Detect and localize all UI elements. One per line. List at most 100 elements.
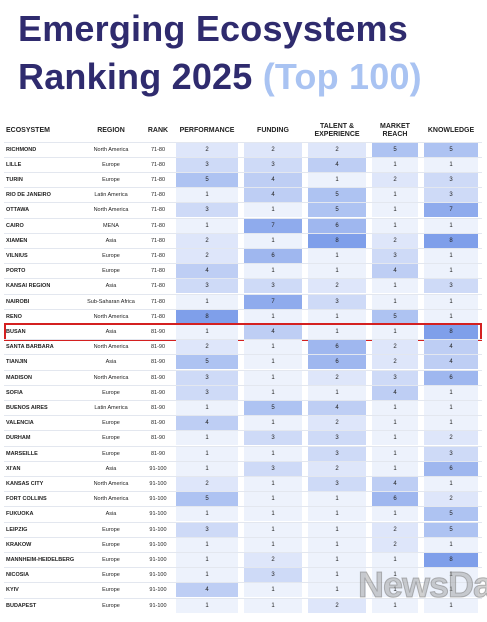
score-cell: 7 xyxy=(424,203,478,218)
rank-band: 81-90 xyxy=(150,389,166,396)
ecosystem-name: XIAMEN xyxy=(6,237,28,244)
score-cell: 5 xyxy=(424,507,478,522)
region: Europe xyxy=(102,557,120,563)
region: North America xyxy=(93,313,129,320)
score-cell: 1 xyxy=(424,598,478,613)
score-cell: 1 xyxy=(308,507,366,522)
row-separator xyxy=(4,293,482,295)
row-separator xyxy=(4,187,482,189)
region: North America xyxy=(93,496,129,503)
score-cell: 5 xyxy=(372,142,418,157)
score-cell: 2 xyxy=(372,522,418,537)
score-cell: 1 xyxy=(244,309,302,324)
score-cell: 4 xyxy=(176,264,238,279)
score-cell: 1 xyxy=(372,598,418,613)
score-cell: 4 xyxy=(176,583,238,598)
score-cell: 1 xyxy=(244,477,302,491)
score-cell: 1 xyxy=(176,598,238,613)
row-separator xyxy=(4,339,482,341)
region: Europe xyxy=(102,389,120,396)
ecosystem-name: FORT COLLINS xyxy=(6,496,47,503)
region: Europe xyxy=(102,587,120,594)
score-cell: 3 xyxy=(244,431,302,446)
score-cell: 1 xyxy=(424,249,478,263)
region: North America xyxy=(93,207,129,214)
score-cell: 4 xyxy=(308,157,366,172)
score-cell: 3 xyxy=(308,294,366,309)
ecosystem-name: VILNIUS xyxy=(6,253,28,259)
ecosystem-name: TIANJIN xyxy=(6,359,28,366)
score-cell: 5 xyxy=(244,401,302,415)
region: Europe xyxy=(102,177,120,183)
score-cell: 1 xyxy=(424,537,478,552)
score-cell: 1 xyxy=(308,522,366,537)
score-cell: 5 xyxy=(424,142,478,157)
row-separator xyxy=(4,567,482,569)
score-cell: 1 xyxy=(424,568,478,583)
score-cell: 1 xyxy=(308,264,366,279)
score-cell: 1 xyxy=(424,264,478,279)
row-separator xyxy=(4,551,482,553)
region: Asia xyxy=(105,359,117,366)
score-cell: 1 xyxy=(424,416,478,431)
region: North America xyxy=(93,146,129,153)
row-separator xyxy=(4,430,482,432)
region: North America xyxy=(93,374,129,381)
region: Asia xyxy=(105,511,117,518)
score-cell: 3 xyxy=(176,385,238,400)
score-cell: 5 xyxy=(372,309,418,324)
column-header: PERFORMANCE xyxy=(179,127,235,134)
watermark: NewsDa xyxy=(357,564,487,606)
score-cell: 2 xyxy=(308,598,366,613)
row-separator xyxy=(4,506,482,508)
score-cell: 5 xyxy=(176,492,238,507)
ecosystem-name: CAIRO xyxy=(6,222,24,229)
score-cell: 1 xyxy=(176,568,238,583)
score-cell: 1 xyxy=(244,446,302,461)
rank-band: 71-80 xyxy=(150,268,166,275)
score-cell: 1 xyxy=(176,325,238,339)
score-cell: 1 xyxy=(372,416,418,431)
score-cell: 3 xyxy=(308,446,366,461)
row-separator xyxy=(4,354,482,356)
row-separator xyxy=(4,445,482,447)
row-separator xyxy=(4,247,482,249)
score-cell: 1 xyxy=(372,203,418,218)
score-cell: 1 xyxy=(372,461,418,476)
ecosystem-name: PORTO xyxy=(6,268,26,275)
score-cell: 1 xyxy=(308,537,366,552)
ecosystem-name: FUKUOKA xyxy=(6,511,34,518)
ecosystem-name: KANSAI REGION xyxy=(6,283,51,290)
score-cell: 1 xyxy=(244,203,302,218)
rank-band: 71-80 xyxy=(150,177,166,183)
row-separator xyxy=(4,399,482,401)
score-cell: 1 xyxy=(244,370,302,385)
ecosystem-name: BUENOS AIRES xyxy=(6,405,48,411)
ecosystem-name: LEIPZIG xyxy=(6,526,28,533)
score-cell: 3 xyxy=(372,249,418,263)
score-cell: 4 xyxy=(372,264,418,279)
score-cell: 2 xyxy=(244,142,302,157)
score-cell: 3 xyxy=(308,431,366,446)
score-cell: 1 xyxy=(372,279,418,294)
score-cell: 1 xyxy=(176,553,238,567)
score-cell: 2 xyxy=(372,173,418,187)
score-cell: 1 xyxy=(244,583,302,598)
score-cell: 1 xyxy=(308,309,366,324)
score-cell: 4 xyxy=(424,355,478,370)
score-cell: 4 xyxy=(244,188,302,203)
score-cell: 1 xyxy=(372,568,418,583)
score-cell: 1 xyxy=(308,583,366,598)
score-cell: 2 xyxy=(308,279,366,294)
score-cell: 8 xyxy=(424,233,478,248)
score-cell: 3 xyxy=(424,173,478,187)
ecosystem-name: RENO xyxy=(6,313,22,320)
row-separator xyxy=(4,475,482,477)
column-header: TALENT & EXPERIENCE xyxy=(314,123,360,138)
score-cell: 5 xyxy=(176,173,238,187)
score-cell: 1 xyxy=(424,385,478,400)
rank-band: 71-80 xyxy=(150,207,166,214)
rank-band: 71-80 xyxy=(150,192,166,199)
rank-band: 91-100 xyxy=(149,541,167,548)
score-cell: 4 xyxy=(176,416,238,431)
